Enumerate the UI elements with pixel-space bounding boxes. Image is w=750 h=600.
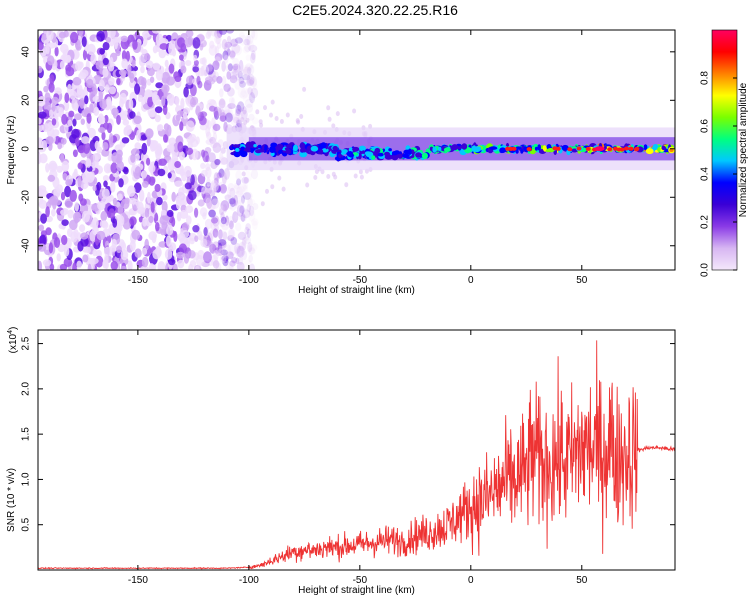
y-axis-label: Frequency (Hz) [6, 116, 17, 185]
y-tick-label: 2.5 [21, 336, 32, 350]
y-tick-label: -20 [21, 190, 32, 205]
y-tick-label: 1.5 [21, 427, 32, 441]
peak-spot [594, 146, 605, 152]
colorbar-tick-label: 0.4 [700, 167, 711, 181]
x-axis-label: Height of straight line (km) [298, 285, 415, 296]
x-axis-label: Height of straight line (km) [298, 585, 415, 596]
x-tick-label: 0 [468, 275, 474, 286]
y-tick-label: 1.0 [21, 472, 32, 486]
heatmap-frame [37, 29, 676, 271]
y-tick-label: 0 [21, 146, 32, 152]
colorbar-tick-label: 0.2 [700, 215, 711, 229]
y-axis-label: SNR (10 * v/v) [6, 468, 17, 532]
y-tick-label: 40 [21, 46, 32, 58]
snr-frame [37, 329, 676, 571]
snr-trace [38, 340, 675, 570]
colorbar-tick-label: 0.0 [700, 263, 711, 277]
spectrogram-chart: -150 -100 -50 0 50 -40 -20 0 20 40 Height of strai… [6, 29, 749, 296]
colorbar-tick-label: 0.8 [700, 71, 711, 85]
y-tick-label: 20 [21, 94, 32, 106]
x-tick-label: 50 [576, 275, 588, 286]
y-tick-label: 0.5 [21, 517, 32, 531]
y-tick-label: 2.0 [21, 381, 32, 395]
colorbar-label: Normalized spectral amplitude [738, 82, 749, 217]
y-tick-label: -40 [21, 238, 32, 253]
scale-factor: (x104) [7, 327, 19, 354]
x-tick-label: -150 [128, 575, 148, 586]
x-tick-label: -150 [128, 275, 148, 286]
x-tick-label: -50 [353, 575, 368, 586]
x-tick-label: -100 [239, 275, 259, 286]
x-tick-label: 0 [468, 575, 474, 586]
colorbar-frame [711, 29, 738, 271]
x-tick-label: 50 [576, 575, 588, 586]
colorbar [712, 30, 737, 270]
heatmap-cells [38, 30, 675, 270]
x-tick-label: -100 [239, 575, 259, 586]
colorbar-tick-label: 0.6 [700, 119, 711, 133]
x-tick-label: -50 [353, 275, 368, 286]
figure-title: C2E5.2024.320.22.25.R16 [292, 2, 458, 18]
